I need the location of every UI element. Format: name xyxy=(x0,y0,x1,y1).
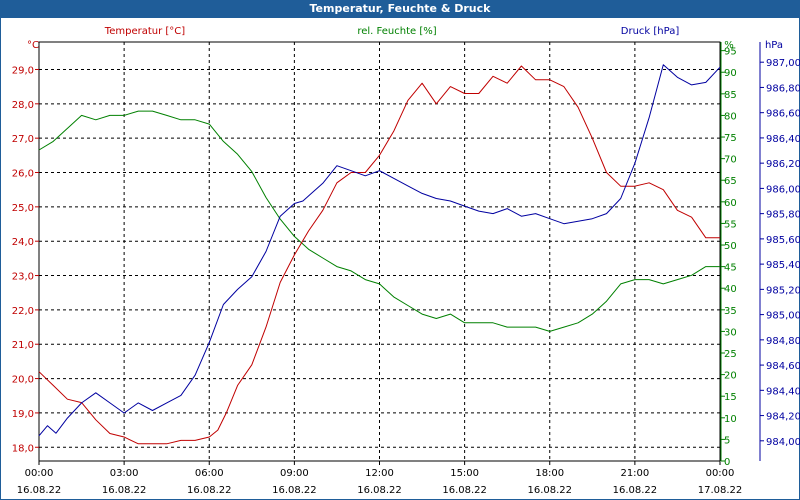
x-tick-date: 16.08.22 xyxy=(442,485,487,496)
humidity-tick-label: 0 xyxy=(724,457,730,468)
x-tick-date: 17.08.22 xyxy=(698,485,743,496)
pressure-tick-label: 984,80 xyxy=(766,336,800,347)
pressure-tick-label: 984,40 xyxy=(766,386,800,397)
pressure-tick-label: 985,00 xyxy=(766,311,800,322)
humidity-tick-label: 75 xyxy=(724,133,737,144)
humidity-tick-label: 55 xyxy=(724,219,737,230)
x-tick-time: 21:00 xyxy=(620,468,649,479)
humidity-tick-label: 15 xyxy=(724,392,737,403)
pressure-tick-label: 987,00 xyxy=(766,58,800,69)
pressure-tick-label: 984,60 xyxy=(766,361,800,372)
x-tick-time: 18:00 xyxy=(535,468,564,479)
pressure-axis-title: Druck [hPa] xyxy=(621,26,680,37)
humidity-tick-label: 60 xyxy=(724,198,737,209)
pressure-tick-label: 986,80 xyxy=(766,83,800,94)
series-line-temperature xyxy=(38,65,720,445)
pressure-tick-label: 985,80 xyxy=(766,210,800,221)
temperature-unit-label: °C xyxy=(27,40,39,51)
pressure-tick-label: 985,20 xyxy=(766,285,800,296)
x-tick-date: 16.08.22 xyxy=(613,485,658,496)
temperature-tick-label: 29,0 xyxy=(12,65,34,76)
x-tick-date: 16.08.22 xyxy=(527,485,572,496)
humidity-tick-label: 35 xyxy=(724,306,737,317)
x-tick-time: 06:00 xyxy=(195,468,224,479)
temperature-tick-label: 19,0 xyxy=(12,409,34,420)
temperature-tick-label: 26,0 xyxy=(12,169,34,180)
humidity-unit-label: % xyxy=(724,40,734,51)
temperature-tick-label: 24,0 xyxy=(12,237,34,248)
humidity-tick-label: 10 xyxy=(724,414,737,425)
grid-lines xyxy=(39,42,720,461)
humidity-tick-label: 80 xyxy=(724,111,737,122)
temperature-tick-label: 21,0 xyxy=(12,340,34,351)
humidity-tick-label: 40 xyxy=(724,284,737,295)
pressure-tick-label: 986,60 xyxy=(766,109,800,120)
pressure-tick-label: 984,20 xyxy=(766,412,800,423)
series-line-pressure xyxy=(38,64,721,437)
humidity-tick-label: 20 xyxy=(724,371,737,382)
humidity-tick-label: 45 xyxy=(724,263,737,274)
x-tick-date: 16.08.22 xyxy=(272,485,317,496)
humidity-tick-label: 65 xyxy=(724,176,737,187)
x-tick-date: 16.08.22 xyxy=(17,485,62,496)
temperature-tick-label: 18,0 xyxy=(12,443,34,454)
pressure-unit-label: hPa xyxy=(765,40,783,51)
x-tick-time: 12:00 xyxy=(365,468,394,479)
humidity-tick-label: 50 xyxy=(724,241,737,252)
temperature-tick-label: 23,0 xyxy=(12,272,34,283)
humidity-axis-title: rel. Feuchte [%] xyxy=(357,26,436,37)
temperature-tick-label: 22,0 xyxy=(12,306,34,317)
x-tick-time: 15:00 xyxy=(450,468,479,479)
humidity-tick-label: 30 xyxy=(724,327,737,338)
temperature-tick-label: 27,0 xyxy=(12,134,34,145)
x-tick-time: 03:00 xyxy=(110,468,139,479)
series-line-humidity xyxy=(38,110,720,332)
pressure-tick-label: 985,40 xyxy=(766,260,800,271)
chart-title: Temperatur, Feuchte & Druck xyxy=(0,0,800,18)
pressure-tick-label: 986,40 xyxy=(766,134,800,145)
temperature-tick-label: 28,0 xyxy=(12,100,34,111)
humidity-tick-label: 25 xyxy=(724,349,737,360)
x-tick-time: 00:00 xyxy=(706,468,735,479)
humidity-tick-label: 90 xyxy=(724,68,737,79)
x-tick-date: 16.08.22 xyxy=(102,485,147,496)
pressure-tick-label: 986,20 xyxy=(766,159,800,170)
x-tick-date: 16.08.22 xyxy=(357,485,402,496)
humidity-tick-label: 95 xyxy=(724,47,737,58)
x-tick-time: 09:00 xyxy=(280,468,309,479)
x-tick-date: 16.08.22 xyxy=(187,485,232,496)
temperature-axis-title: Temperatur [°C] xyxy=(104,26,185,37)
humidity-tick-label: 70 xyxy=(724,155,737,166)
pressure-tick-label: 986,00 xyxy=(766,184,800,195)
humidity-tick-label: 85 xyxy=(724,90,737,101)
pressure-tick-label: 985,60 xyxy=(766,235,800,246)
pressure-tick-label: 984,00 xyxy=(766,437,800,448)
x-tick-time: 00:00 xyxy=(25,468,54,479)
temperature-tick-label: 20,0 xyxy=(12,375,34,386)
series-layer xyxy=(38,64,721,445)
temperature-tick-label: 25,0 xyxy=(12,203,34,214)
axes: 00:00 16.08.22 03:00 16.08.22 06:00 16.08.22 0… xyxy=(12,42,800,496)
humidity-tick-label: 5 xyxy=(724,435,730,446)
